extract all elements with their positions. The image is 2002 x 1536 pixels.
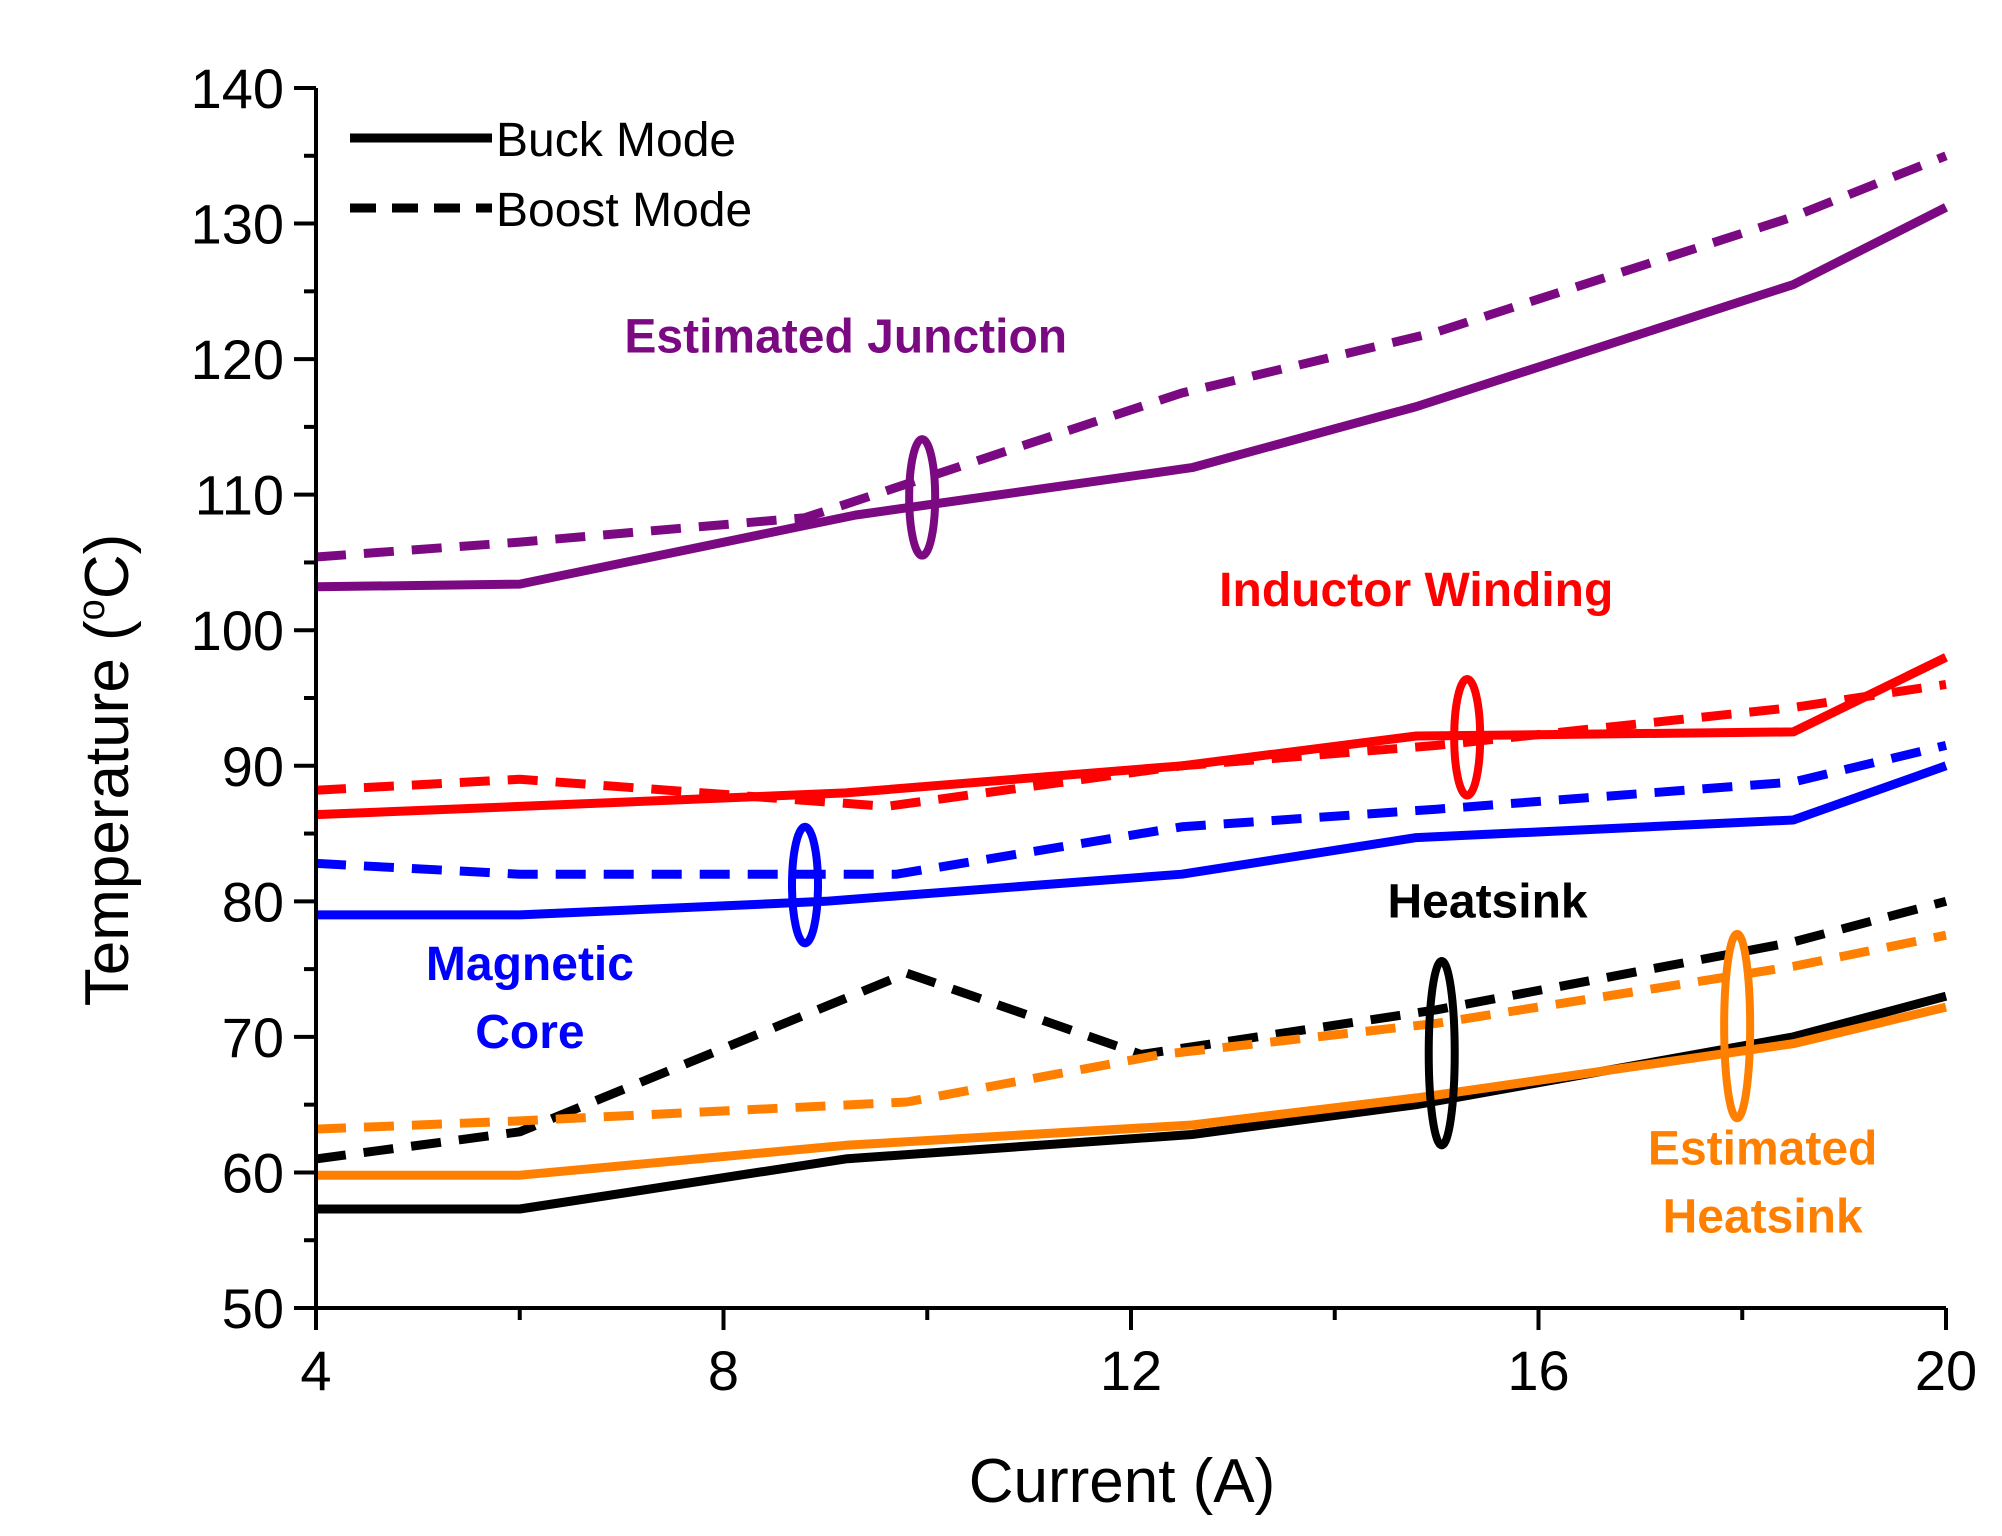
- x-tick-label-12: 12: [1100, 1339, 1162, 1402]
- x-axis-title: Current (A): [969, 1447, 1276, 1516]
- x-tick-label-4: 4: [300, 1339, 331, 1402]
- series-winding-buck: [315, 653, 1948, 820]
- y-axis-title-tail: C): [73, 534, 142, 599]
- series-est_heatsink-buck: [316, 1002, 1948, 1180]
- series-heatsink-buck: [316, 991, 1948, 1214]
- series-winding-boost: [315, 679, 1947, 811]
- series-est_heatsink-boost: [315, 930, 1947, 1134]
- y-tick-label-80: 80: [222, 870, 284, 933]
- annotation-label-1-0: Inductor Winding: [1219, 564, 1613, 617]
- x-tick-label-20: 20: [1915, 1339, 1977, 1402]
- y-axis-title-sup: o: [71, 599, 113, 620]
- y-axis-title-main: Temperature (: [73, 620, 142, 1006]
- y-tick-label-70: 70: [222, 1006, 284, 1069]
- annotation-ellipse-1: [1450, 675, 1485, 800]
- legend: Buck Mode Boost Mode: [350, 114, 752, 237]
- series-junction-boost: [315, 151, 1948, 562]
- x-tick-label-16: 16: [1507, 1339, 1569, 1402]
- annotation-label-4-1: Heatsink: [1663, 1190, 1863, 1243]
- y-axis-title: Temperature (oC): [71, 534, 142, 1007]
- axes: 50 60 70 80 90 100 110 120 130 140 4 8 12 16 20: [191, 57, 1978, 1402]
- series-layer: [315, 151, 1949, 1214]
- annotation-label-2-0: Magnetic: [426, 938, 634, 991]
- annotation-label-4-0: Estimated: [1648, 1122, 1877, 1175]
- y-tick-label-130: 130: [191, 193, 284, 256]
- series-core-boost: [315, 741, 1948, 879]
- y-tick-label-90: 90: [222, 735, 284, 798]
- y-tick-label-110: 110: [195, 464, 284, 527]
- y-tick-label-50: 50: [222, 1277, 284, 1340]
- x-tick-label-8: 8: [708, 1339, 739, 1402]
- y-tick-label-60: 60: [222, 1141, 284, 1204]
- annotations: Estimated Junction Inductor Winding Magnet…: [426, 310, 1877, 1243]
- y-tick-label-100: 100: [191, 599, 284, 662]
- legend-label-buck: Buck Mode: [496, 114, 736, 167]
- series-junction-buck: [315, 203, 1949, 592]
- annotation-label-3-0: Heatsink: [1388, 876, 1588, 929]
- series-core-buck: [316, 761, 1948, 920]
- y-tick-label-120: 120: [191, 328, 284, 391]
- y-tick-label-140: 140: [191, 57, 284, 120]
- annotation-ellipse-2: [788, 822, 822, 948]
- annotation-ellipse-0: [905, 435, 940, 560]
- annotation-label-0-0: Estimated Junction: [624, 310, 1067, 363]
- annotation-ellipse-3: [1424, 956, 1459, 1150]
- annotation-ellipse-4: [1720, 929, 1755, 1123]
- annotation-label-2-1: Core: [475, 1006, 584, 1059]
- legend-label-boost: Boost Mode: [496, 184, 752, 237]
